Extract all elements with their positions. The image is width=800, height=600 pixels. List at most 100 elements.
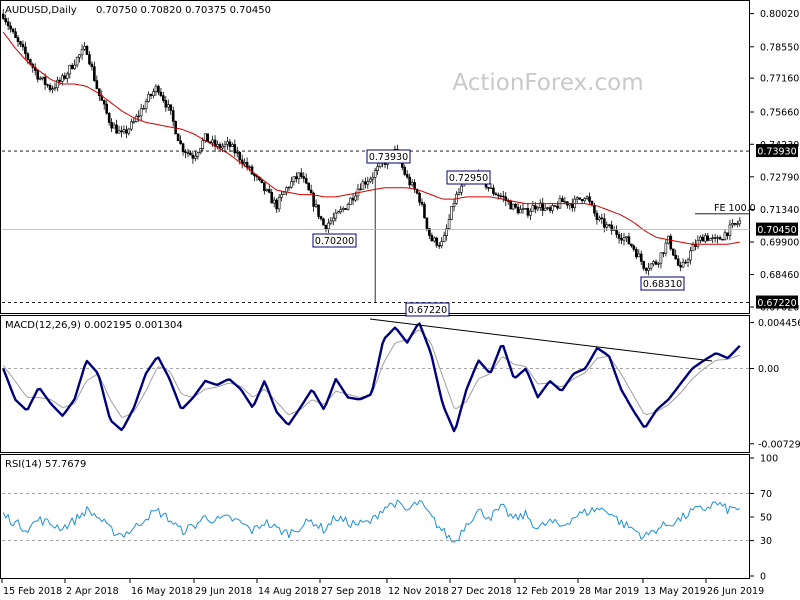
- candle-body: [541, 202, 545, 211]
- candle-body: [344, 208, 347, 210]
- candle-body: [201, 140, 205, 149]
- candle-body: [194, 155, 197, 159]
- candle-body: [21, 43, 25, 48]
- candle-body: [238, 151, 242, 161]
- price-callout-label: 0.72950: [449, 173, 488, 184]
- price-axis-label: 0.75660: [760, 107, 799, 118]
- candle-body: [447, 219, 451, 229]
- candle-body: [632, 245, 636, 250]
- candle-body: [125, 129, 128, 134]
- macd-trendline: [369, 318, 713, 362]
- candle-body: [588, 196, 591, 202]
- candle-body: [659, 252, 663, 264]
- candle-body: [511, 203, 515, 210]
- candle-body: [112, 124, 116, 129]
- candle-body: [292, 176, 296, 182]
- candle-body: [630, 243, 633, 247]
- symbol-label: AUDUSD,Daily: [5, 5, 77, 16]
- candle-body: [418, 192, 421, 203]
- candle-body: [270, 191, 274, 204]
- candle-body: [206, 133, 209, 143]
- candle-body: [265, 189, 269, 192]
- time-axis-label: 27 Dec 2018: [451, 586, 512, 597]
- candle-body: [492, 187, 495, 194]
- tag-support-bg: [756, 295, 798, 309]
- candle-body: [132, 121, 136, 123]
- candle-body: [218, 144, 222, 149]
- candle-body: [403, 167, 407, 175]
- candle-body: [147, 94, 150, 102]
- candle-body: [149, 94, 153, 96]
- candle-body: [191, 154, 195, 159]
- candle-body: [36, 70, 40, 80]
- candle-body: [671, 248, 675, 256]
- candle-body: [425, 217, 429, 229]
- candle-body: [322, 218, 325, 226]
- candle-body: [499, 195, 503, 197]
- moving-average-line: [2, 31, 740, 245]
- rsi-axis-label: 50: [760, 513, 772, 524]
- candle-body: [726, 232, 729, 236]
- candle-body: [314, 204, 318, 207]
- tag-support: 0.67220: [757, 298, 796, 309]
- candle-body: [9, 25, 12, 30]
- candle-body: [408, 176, 411, 186]
- candle-body: [53, 87, 57, 90]
- macd-axis-label: -0.007298: [758, 439, 800, 450]
- candle-body: [585, 196, 589, 199]
- candle-body: [248, 166, 251, 168]
- candle-body: [519, 209, 522, 214]
- candle-body: [405, 174, 409, 178]
- candle-body: [332, 217, 335, 222]
- time-axis-label: 26 Jun 2019: [707, 586, 764, 597]
- candle-body: [46, 84, 49, 86]
- rsi-axis-label: 100: [760, 454, 778, 465]
- macd-axis-label: 0.00: [758, 364, 779, 375]
- candle-body: [647, 267, 650, 271]
- candle-body: [359, 188, 362, 191]
- candle-body: [65, 73, 69, 79]
- candle-body: [6, 21, 10, 27]
- candle-body: [98, 88, 101, 96]
- candle-body: [19, 41, 22, 45]
- candle-body: [410, 182, 414, 186]
- candle-body: [736, 223, 739, 225]
- candle-body: [334, 212, 338, 219]
- candle-body: [430, 235, 434, 242]
- candle-body: [583, 198, 586, 202]
- candle-body: [88, 54, 91, 65]
- candle-body: [43, 76, 47, 85]
- candle-body: [708, 238, 712, 241]
- candle-body: [223, 143, 227, 147]
- candle-body: [324, 224, 328, 230]
- candle-body: [593, 204, 596, 214]
- macd-axis-label: 0.004456: [758, 318, 800, 329]
- candle-body: [90, 63, 94, 68]
- candle-body: [117, 130, 121, 134]
- candle-body: [120, 130, 123, 133]
- candle-body: [610, 224, 613, 231]
- candle-body: [68, 64, 72, 75]
- candle-body: [176, 133, 180, 142]
- candle-body: [373, 170, 377, 178]
- candle-body: [718, 237, 722, 240]
- price-callout-label: 0.68310: [643, 279, 682, 290]
- candle-body: [287, 186, 291, 189]
- candle-body: [701, 236, 705, 242]
- candle-body: [639, 253, 643, 262]
- candle-body: [376, 166, 379, 172]
- candle-body: [231, 144, 234, 147]
- price-callout-label: 0.67220: [408, 305, 447, 316]
- candle-body: [226, 141, 229, 145]
- candle-body: [302, 176, 306, 179]
- candle-body: [80, 49, 84, 56]
- candle-body: [51, 88, 54, 91]
- candle-body: [580, 198, 584, 202]
- candle-body: [543, 207, 547, 211]
- candle-body: [102, 100, 106, 105]
- candle-body: [620, 238, 623, 241]
- time-axis-label: 29 Jun 2018: [195, 586, 252, 597]
- candle-body: [341, 208, 345, 210]
- candle-body: [428, 228, 431, 236]
